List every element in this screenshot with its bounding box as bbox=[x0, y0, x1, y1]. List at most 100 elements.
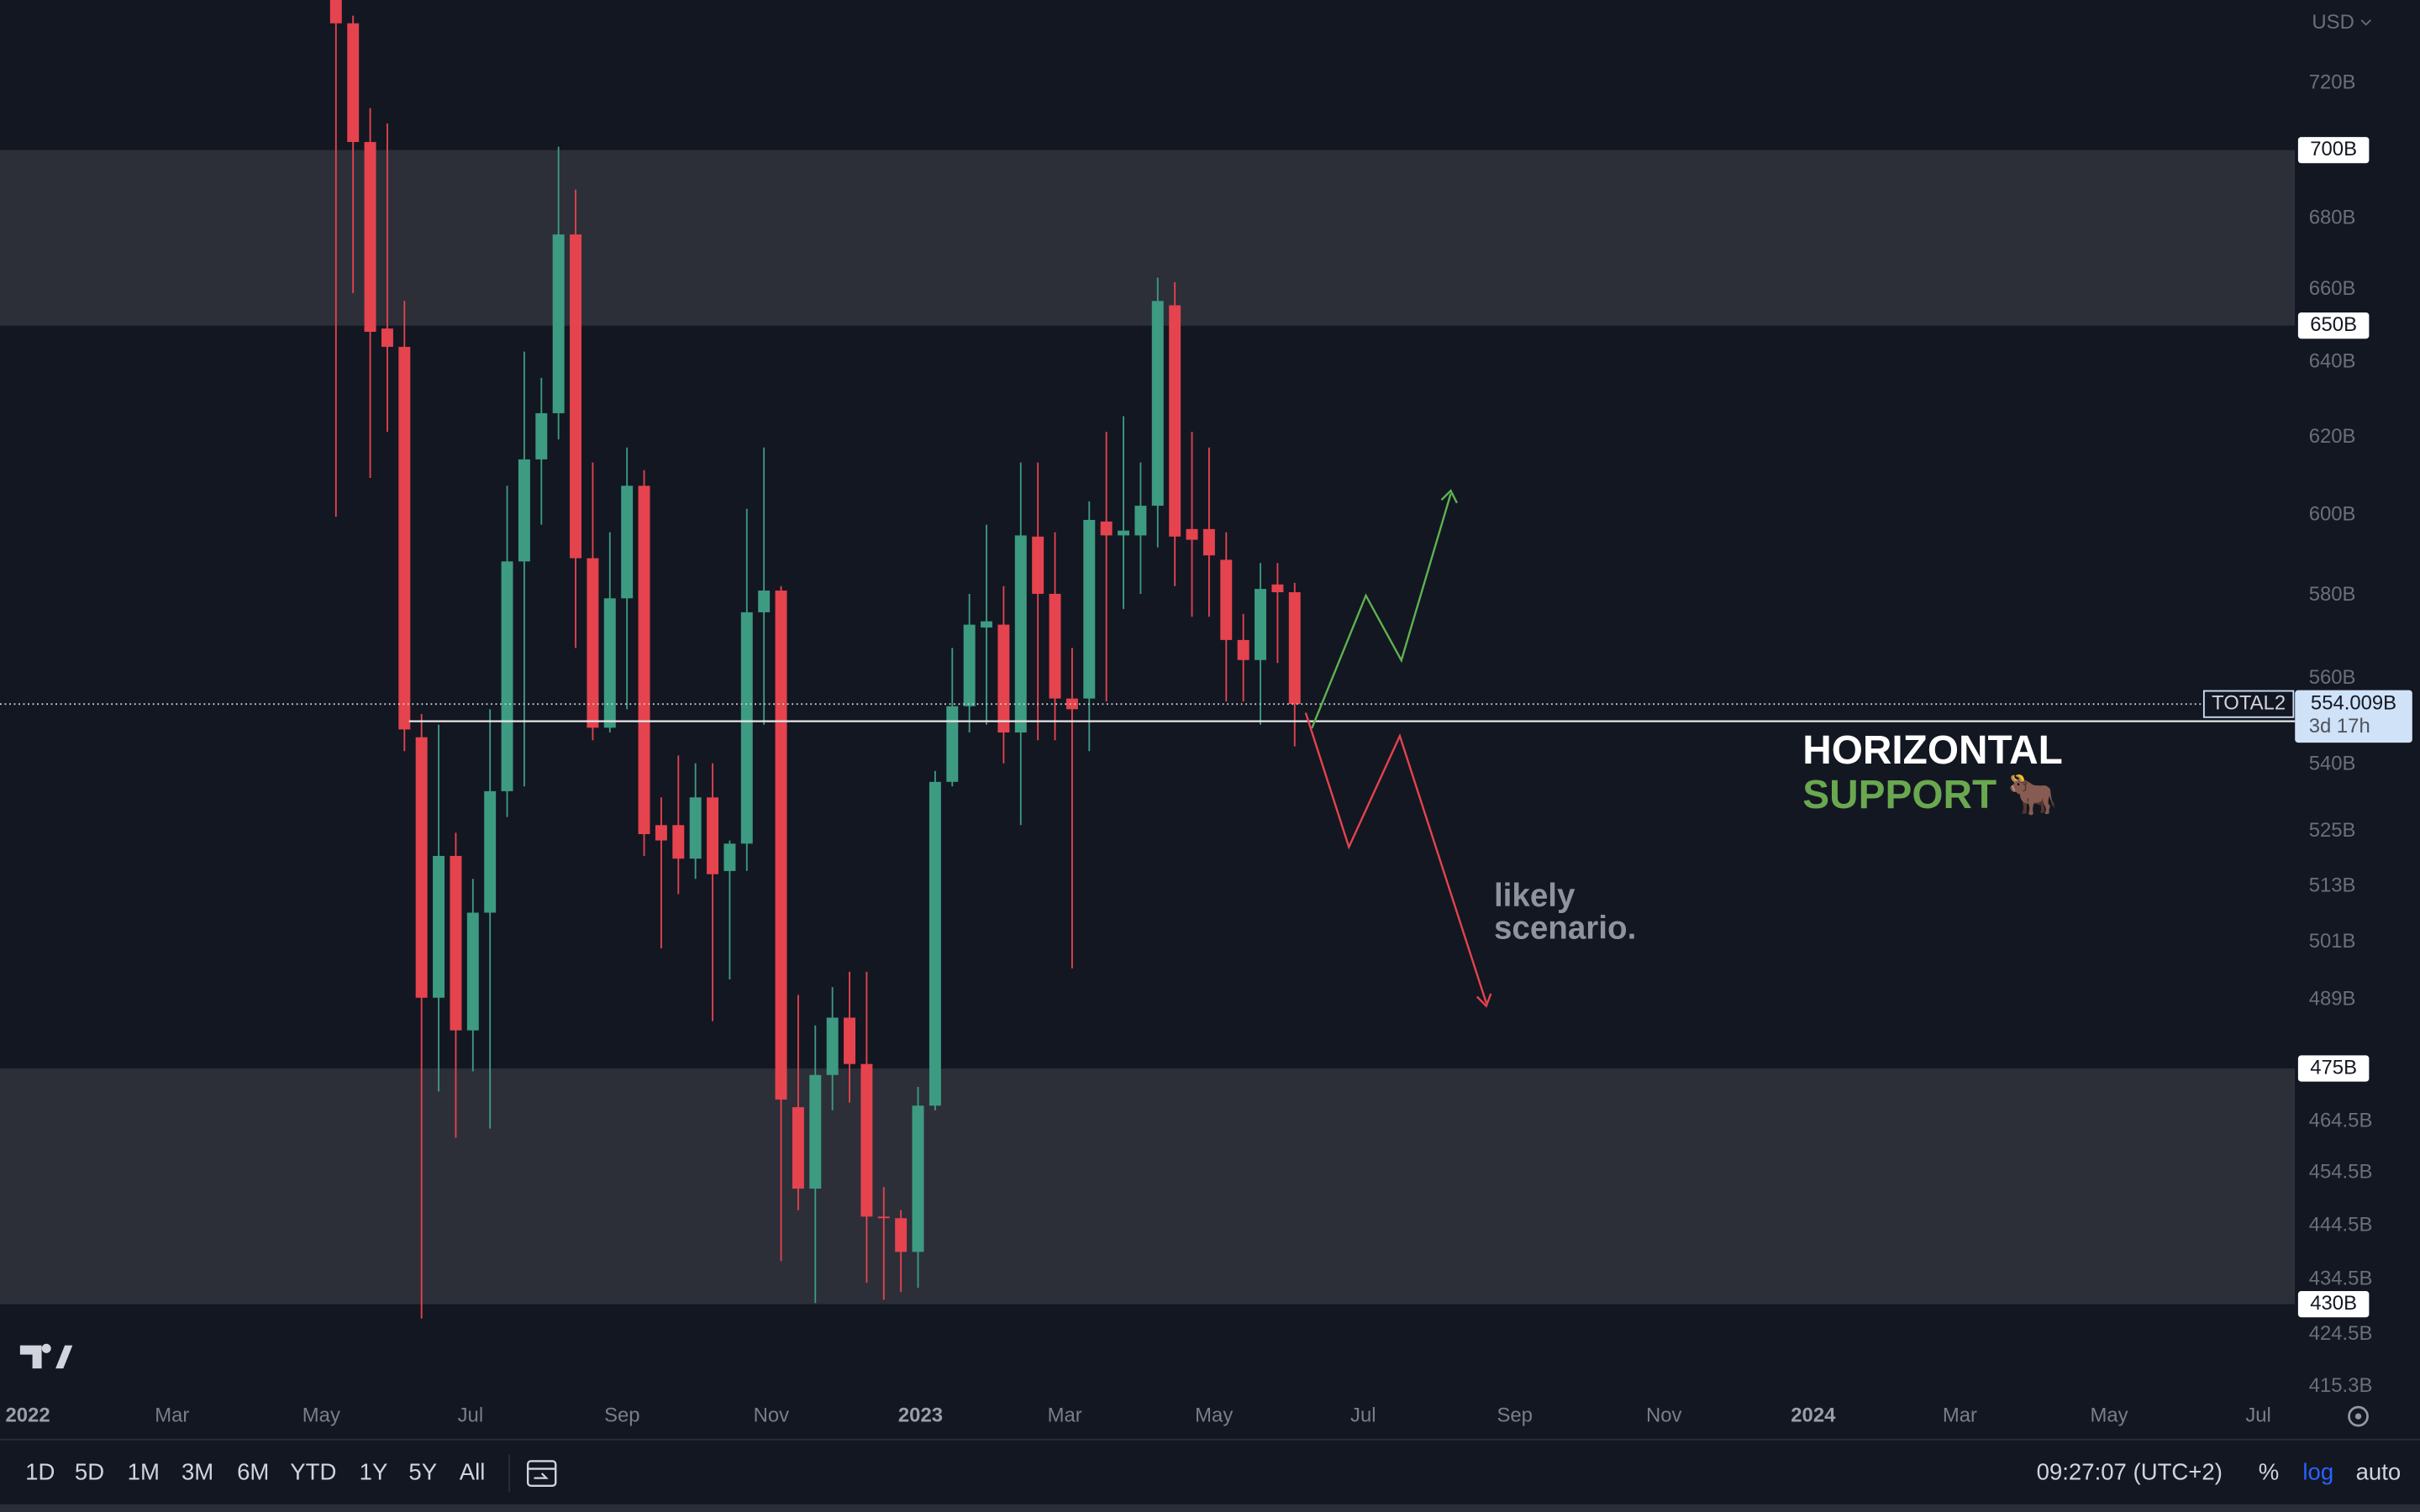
candle-body bbox=[1083, 519, 1096, 699]
y-tick-label: 680B bbox=[2309, 207, 2356, 229]
price-tag bbox=[2295, 690, 2412, 743]
x-tick-label: Mar bbox=[1943, 1404, 1977, 1426]
settings-icon[interactable] bbox=[2348, 1405, 2369, 1427]
candle-body bbox=[877, 1216, 890, 1219]
range-button[interactable]: 1D bbox=[25, 1458, 55, 1484]
candle-body bbox=[929, 781, 941, 1106]
x-tick-label: Mar bbox=[1048, 1404, 1082, 1426]
candle-body bbox=[963, 624, 976, 706]
y-tick-label: 640B bbox=[2309, 350, 2356, 373]
y-tick-label: 525B bbox=[2309, 819, 2356, 842]
price-tag-text: 554.009B bbox=[2311, 691, 2396, 714]
zone bbox=[0, 150, 2296, 326]
candle-body bbox=[621, 486, 634, 599]
symbol-tag-text: TOTAL2 bbox=[2212, 691, 2286, 714]
candle-body bbox=[535, 412, 548, 459]
y-tick-label: 580B bbox=[2309, 583, 2356, 606]
x-tick-label: Jul bbox=[2245, 1404, 2271, 1426]
annotation-text: likely bbox=[1494, 878, 1576, 914]
annotation-text: SUPPORT 🐂 bbox=[1802, 773, 2058, 817]
candle-body bbox=[570, 234, 582, 559]
zone-edge-tag bbox=[2297, 1290, 2370, 1318]
candle-body bbox=[809, 1074, 822, 1189]
range-button[interactable]: All bbox=[460, 1458, 486, 1484]
y-tick-label: 489B bbox=[2309, 987, 2356, 1010]
range-button[interactable]: YTD bbox=[290, 1458, 336, 1484]
zone-edge-label: 430B bbox=[2310, 1292, 2357, 1315]
candle-body bbox=[1100, 521, 1113, 536]
range-button[interactable]: 3M bbox=[182, 1458, 213, 1484]
x-tick-label: May bbox=[1195, 1404, 1233, 1426]
symbol-tag bbox=[2202, 690, 2295, 718]
zones bbox=[0, 150, 2296, 1305]
range-button[interactable]: 6M bbox=[237, 1458, 269, 1484]
x-tick-label: 2024 bbox=[1791, 1404, 1836, 1426]
candle-body bbox=[398, 346, 411, 730]
bottom-strip bbox=[0, 1504, 2420, 1512]
candle-body bbox=[844, 1017, 856, 1064]
y-axis: 720B 680B 660B 640B 620B 600B 580B 560B 540B 525B… bbox=[2309, 71, 2373, 1397]
y-tick-label: 540B bbox=[2309, 753, 2356, 775]
candle-body bbox=[740, 612, 753, 844]
candle-body bbox=[466, 912, 479, 1031]
candle-body bbox=[758, 591, 771, 612]
candle-body bbox=[1134, 506, 1147, 536]
annotation-text: HORIZONTAL bbox=[1802, 728, 2062, 773]
calendar-icon bbox=[526, 1460, 557, 1487]
x-tick-label: May bbox=[302, 1404, 340, 1426]
candle-body bbox=[707, 797, 719, 874]
range-button[interactable]: 1Y bbox=[360, 1458, 388, 1484]
x-tick-label: Sep bbox=[1497, 1404, 1533, 1426]
range-button[interactable]: 5Y bbox=[408, 1458, 437, 1484]
candle-body bbox=[895, 1218, 908, 1252]
bear-arrowhead bbox=[1476, 993, 1492, 1008]
x-tick-label: Sep bbox=[604, 1404, 639, 1426]
y-tick-label: 454.5B bbox=[2309, 1161, 2373, 1184]
log-toggle[interactable]: log bbox=[2302, 1458, 2333, 1484]
candle-body bbox=[433, 855, 445, 998]
zone bbox=[0, 1068, 2296, 1305]
candle-body bbox=[723, 843, 736, 871]
candle-body bbox=[792, 1107, 804, 1189]
range-button[interactable]: 1M bbox=[128, 1458, 160, 1484]
percent-toggle[interactable]: % bbox=[2259, 1458, 2280, 1484]
clock: 09:27:07 (UTC+2) bbox=[2037, 1458, 2223, 1484]
candle-body bbox=[603, 598, 616, 728]
currency-label[interactable]: USD bbox=[2312, 11, 2354, 34]
zone-edge-tag bbox=[2297, 312, 2370, 339]
calendar-icon-arrow bbox=[534, 1473, 549, 1479]
candle-body bbox=[587, 558, 599, 728]
candle-body bbox=[415, 737, 428, 998]
candle-body bbox=[501, 561, 513, 791]
candle-body bbox=[1186, 528, 1198, 540]
x-tick-label: Nov bbox=[1646, 1404, 1681, 1426]
annotation-text: scenario. bbox=[1494, 911, 1636, 947]
candle-body bbox=[381, 328, 393, 347]
candle-body bbox=[1255, 589, 1267, 660]
candle-body bbox=[450, 855, 462, 1031]
candle-body bbox=[860, 1063, 873, 1217]
candle-body bbox=[1065, 698, 1078, 710]
candle-body bbox=[826, 1017, 839, 1075]
y-tick-label: 415.3B bbox=[2309, 1374, 2373, 1397]
toolbar: 1D 5D 1M 3M 6M YTD 1Y 5Y All bbox=[25, 1458, 485, 1484]
candle-body bbox=[364, 142, 376, 333]
range-button[interactable]: 5D bbox=[75, 1458, 104, 1484]
x-tick-label: Jul bbox=[458, 1404, 484, 1426]
calendar-button[interactable] bbox=[526, 1460, 557, 1487]
candle-body bbox=[1049, 593, 1061, 699]
y-tick-label: 464.5B bbox=[2309, 1109, 2373, 1131]
x-tick-label: Nov bbox=[754, 1404, 789, 1426]
y-tick-label: 513B bbox=[2309, 874, 2356, 896]
candle-body bbox=[672, 825, 685, 859]
auto-toggle[interactable]: auto bbox=[2356, 1458, 2402, 1484]
candle-body bbox=[981, 621, 993, 628]
bear-scenario-line bbox=[1304, 712, 1487, 1004]
settings-icon-center bbox=[2354, 1413, 2362, 1420]
candle-body bbox=[484, 790, 497, 913]
logo[interactable] bbox=[19, 1343, 73, 1369]
zone-edge-tag bbox=[2297, 1055, 2370, 1082]
zone-edge-label: 650B bbox=[2310, 313, 2357, 336]
